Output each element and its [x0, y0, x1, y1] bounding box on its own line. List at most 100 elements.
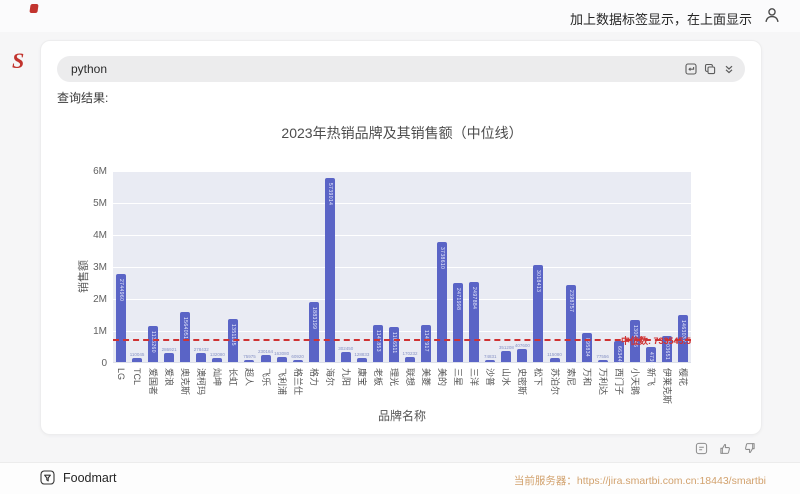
- x-axis-label: 格力: [308, 368, 319, 387]
- bar-value-label: 278432: [193, 347, 209, 352]
- x-axis-label: 樱花: [677, 368, 688, 387]
- y-tick-label: 4M: [93, 230, 107, 241]
- bar[interactable]: [661, 336, 672, 362]
- y-tick-label: 5M: [93, 198, 107, 209]
- bar-value-label: 302450: [338, 346, 354, 351]
- bar[interactable]: [565, 285, 576, 362]
- bar[interactable]: [388, 327, 399, 362]
- user-message-text: 加上数据标签显示，在上面显示: [569, 12, 752, 27]
- bar[interactable]: [629, 320, 640, 362]
- x-axis-label: 老板: [372, 368, 383, 387]
- bar[interactable]: [437, 242, 448, 362]
- smartbi-logo: S: [12, 48, 25, 73]
- server-info: 当前服务器：https://jira.smartbi.com.cn:18443/…: [513, 475, 766, 487]
- bar-value-label: 74831: [484, 354, 497, 359]
- x-axis-label: 沙普: [485, 368, 496, 387]
- bar[interactable]: [340, 352, 351, 362]
- gridline: [113, 171, 691, 172]
- x-axis-label: 格兰仕: [292, 368, 303, 396]
- gridline: [113, 235, 691, 236]
- thumbs-up-icon[interactable]: [719, 442, 732, 455]
- x-axis-label: 灿坤: [212, 368, 223, 387]
- bar[interactable]: [453, 283, 464, 362]
- median-line: [113, 338, 691, 341]
- bar[interactable]: [212, 358, 223, 362]
- x-axis-label: 美菱: [421, 368, 432, 387]
- bar[interactable]: [485, 360, 496, 362]
- x-axis-label: 超人: [244, 368, 255, 387]
- x-axis-title: 品牌名称: [377, 409, 426, 423]
- y-tick-label: 3M: [93, 262, 107, 273]
- x-axis-label: 飞利浦: [276, 368, 287, 396]
- thumbs-down-icon[interactable]: [743, 442, 756, 455]
- bar[interactable]: [116, 274, 127, 362]
- bar-value-label: 1351185: [230, 324, 237, 346]
- bar[interactable]: [533, 265, 544, 362]
- x-axis-label: 奥克斯: [180, 368, 191, 396]
- bar-value-label: 3018413: [535, 270, 542, 293]
- bar[interactable]: [132, 358, 143, 362]
- bar-value-label: 1564051: [182, 317, 189, 340]
- bar-value-label: 2471998: [455, 288, 462, 311]
- bar[interactable]: [677, 315, 688, 362]
- collapse-icon[interactable]: [723, 63, 735, 75]
- bar[interactable]: [517, 349, 528, 362]
- x-axis-label: 美的: [437, 368, 448, 387]
- answer-card: python 查询结果: 2023年热销品牌及其销售额（中位线） 销售额 274…: [40, 40, 762, 435]
- bar[interactable]: [180, 312, 191, 362]
- bar[interactable]: [613, 341, 624, 362]
- copy-icon[interactable]: [704, 63, 716, 75]
- x-axis-label: 新飞: [645, 368, 656, 387]
- y-tick-label: 6M: [93, 166, 107, 177]
- x-axis-label: TCL: [132, 368, 143, 386]
- x-axis-label: 爱浪: [164, 368, 175, 387]
- bar-value-label: 351208: [498, 345, 514, 350]
- x-axis-label: 康宝: [356, 368, 367, 387]
- bar[interactable]: [196, 353, 207, 362]
- bar[interactable]: [421, 325, 432, 362]
- bar[interactable]: [469, 282, 480, 362]
- bar-value-label: 110045: [129, 352, 145, 357]
- bar[interactable]: [260, 355, 271, 362]
- user-avatar-icon[interactable]: [764, 7, 780, 23]
- median-label: 中位数: 733545.5: [621, 335, 692, 346]
- x-axis-label: 海尔: [324, 368, 335, 387]
- query-input[interactable]: python: [57, 56, 745, 82]
- gridline: [113, 299, 691, 300]
- bar[interactable]: [164, 353, 175, 362]
- bar[interactable]: [356, 358, 367, 362]
- bar-value-label: 77556: [596, 354, 609, 359]
- x-axis-label: 长虹: [228, 368, 239, 387]
- bar-value-label: 2398757: [567, 290, 574, 313]
- bar-value-label: 132080: [209, 352, 225, 357]
- x-axis-label: LG: [116, 368, 127, 381]
- bar[interactable]: [292, 360, 303, 362]
- x-axis-label: 松下: [533, 368, 544, 387]
- bar[interactable]: [405, 357, 416, 362]
- bar[interactable]: [501, 351, 512, 362]
- bar[interactable]: [308, 302, 319, 362]
- bar[interactable]: [276, 357, 287, 362]
- bar[interactable]: [645, 347, 656, 362]
- enter-icon[interactable]: [685, 63, 697, 75]
- workspace-selector[interactable]: Foodmart: [40, 470, 117, 485]
- comment-icon[interactable]: [695, 442, 708, 455]
- bar[interactable]: [372, 325, 383, 362]
- y-tick-label: 1M: [93, 326, 107, 337]
- gridline: [113, 331, 691, 332]
- bar[interactable]: [244, 360, 255, 362]
- bar[interactable]: [324, 178, 335, 362]
- x-axis-label: 万利达: [597, 368, 608, 396]
- bar[interactable]: [597, 360, 608, 362]
- bar-value-label: 663440: [615, 346, 622, 366]
- x-axis-label: 苏泊尔: [549, 368, 560, 396]
- bar[interactable]: [581, 333, 592, 362]
- query-input-value: python: [71, 62, 108, 76]
- bar-value-label: 5739014: [326, 183, 333, 206]
- bar-value-label: 1147917: [423, 330, 430, 352]
- bar-value-label: 230164: [258, 349, 274, 354]
- footer-bar: Foodmart 当前服务器：https://jira.smartbi.com.…: [0, 462, 800, 494]
- bar[interactable]: [549, 358, 560, 362]
- bar-value-label: 128833: [354, 352, 370, 357]
- bar[interactable]: [148, 326, 159, 362]
